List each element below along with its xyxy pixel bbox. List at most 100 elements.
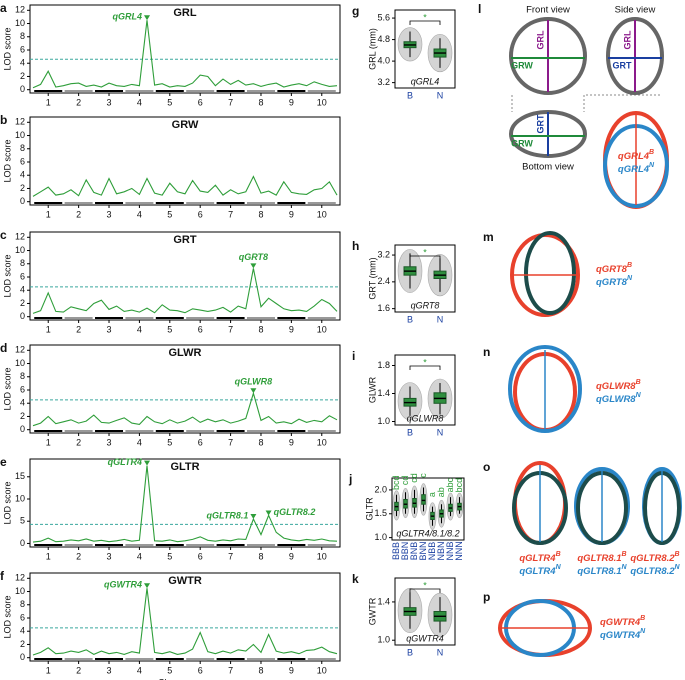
panel-letter: o xyxy=(483,460,490,474)
significance-mark: * xyxy=(423,247,427,257)
allele-name: qGLWR8 xyxy=(596,394,636,405)
qtl-label: qGLTR4/8.1/8.2 xyxy=(396,528,459,538)
dim-label: GRT xyxy=(613,60,633,70)
x-tick-label: 1 xyxy=(46,97,51,107)
y-tick-label: 1.5 xyxy=(374,508,387,518)
y-tick-label: 10 xyxy=(15,245,25,255)
diagram-p: p qGWTR4B qGWTR4N xyxy=(483,590,646,657)
panel-letter: d xyxy=(0,341,7,355)
peak-marker xyxy=(144,460,151,466)
dim-label: GRW xyxy=(511,138,533,148)
peak-marker xyxy=(144,15,151,21)
category-label: BBB xyxy=(391,542,401,560)
plot-frame xyxy=(394,354,456,426)
x-tick-label: 2 xyxy=(76,551,81,561)
x-tick-label: 7 xyxy=(228,324,233,334)
allele-name: qGLTR4 xyxy=(519,566,556,577)
y-tick-label: 4.0 xyxy=(377,55,390,65)
view-label: Front view xyxy=(526,5,570,16)
significance-mark: * xyxy=(423,357,427,367)
y-tick-label: 3.2 xyxy=(377,249,390,259)
x-tick-label: 4 xyxy=(137,551,142,561)
category-label: B xyxy=(407,427,413,437)
x-tick-label: 4 xyxy=(137,324,142,334)
qtl-label: qGRL4 xyxy=(411,76,440,86)
y-tick-label: 8 xyxy=(20,599,25,609)
allele-label: qGRL4N xyxy=(618,162,655,175)
y-tick-label: 6 xyxy=(20,156,25,166)
plot-frame xyxy=(29,458,341,548)
allele-label: qGLTR4B xyxy=(519,551,560,564)
category-label: NNB xyxy=(445,541,455,560)
category-label: BBN xyxy=(400,542,410,561)
x-tick-label: 9 xyxy=(289,551,294,561)
x-tick-label: 2 xyxy=(76,209,81,219)
group-letter: ab xyxy=(436,487,446,497)
x-tick-label: 1 xyxy=(46,324,51,334)
x-tick-label: 9 xyxy=(289,437,294,447)
x-tick-label: 6 xyxy=(198,437,203,447)
panel-letter: c xyxy=(0,228,7,242)
allele-name: qGLTR8.2 xyxy=(630,553,675,564)
lod-curve xyxy=(32,268,338,314)
panel-letter: b xyxy=(0,113,7,127)
qtl-label: qGWTR4 xyxy=(406,633,444,643)
view-label: Bottom view xyxy=(522,162,574,173)
y-tick-label: 2 xyxy=(20,183,25,193)
qtl-label: qGLWR8 xyxy=(407,413,444,423)
y-tick-label: 6 xyxy=(20,384,25,394)
y-tick-label: 2 xyxy=(20,298,25,308)
x-tick-label: 10 xyxy=(317,209,327,219)
y-tick-label: 8 xyxy=(20,371,25,381)
plot-frame xyxy=(29,344,341,434)
category-label: N xyxy=(437,427,444,437)
x-tick-label: 2 xyxy=(76,97,81,107)
x-tick-label: 7 xyxy=(228,97,233,107)
x-tick-label: 4 xyxy=(137,97,142,107)
allele-sup: B xyxy=(649,149,654,156)
diagram-m: m qGRT8B qGRT8N xyxy=(483,230,633,317)
y-tick-label: 1.0 xyxy=(374,532,387,542)
group-letter: cd xyxy=(400,476,410,486)
y-axis-label: LOD score xyxy=(2,481,12,524)
x-tick-label: 4 xyxy=(137,209,142,219)
x-tick-label: 3 xyxy=(107,437,112,447)
chart-title: GLWR xyxy=(169,347,202,359)
peak-label: qGLTR4 xyxy=(108,457,142,467)
x-tick-label: 6 xyxy=(198,324,203,334)
allele-name: qGRT8 xyxy=(596,277,628,288)
y-tick-label: 3.2 xyxy=(377,77,390,87)
allele-label: qGLWR8B xyxy=(596,379,641,392)
y-tick-label: 8 xyxy=(20,31,25,41)
significance-bracket xyxy=(409,588,441,593)
diagram-l: l Front view Side view GRL GRW GRL GRT G… xyxy=(478,2,669,209)
x-tick-label: 2 xyxy=(76,324,81,334)
panel-letter: k xyxy=(352,572,359,586)
allele-sup: B xyxy=(556,551,561,558)
lod-curve xyxy=(32,20,338,89)
y-axis-label: LOD score xyxy=(2,595,12,638)
peak-marker xyxy=(250,388,257,394)
x-tick-label: 5 xyxy=(167,209,172,219)
panel-letter: i xyxy=(352,349,355,363)
y-tick-label: 10 xyxy=(15,358,25,368)
x-tick-label: 5 xyxy=(167,324,172,334)
y-tick-label: 2.0 xyxy=(374,484,387,494)
allele-sup: B xyxy=(627,262,632,269)
grain-front xyxy=(509,17,587,95)
group-letter: abc xyxy=(445,477,455,492)
y-tick-label: 10 xyxy=(15,130,25,140)
category-label: N xyxy=(437,647,444,657)
allele-name: qGWTR4 xyxy=(600,630,641,641)
plot-frame xyxy=(29,572,341,662)
category-label: B xyxy=(407,314,413,324)
x-tick-label: 5 xyxy=(167,551,172,561)
category-label: B xyxy=(407,647,413,657)
diagram-n: n qGLWR8B qGLWR8N xyxy=(483,345,642,433)
qtl-label: qGRT8 xyxy=(411,300,440,310)
category-label: N xyxy=(437,90,444,100)
x-tick-label: 9 xyxy=(289,324,294,334)
x-tick-label: 7 xyxy=(228,665,233,675)
